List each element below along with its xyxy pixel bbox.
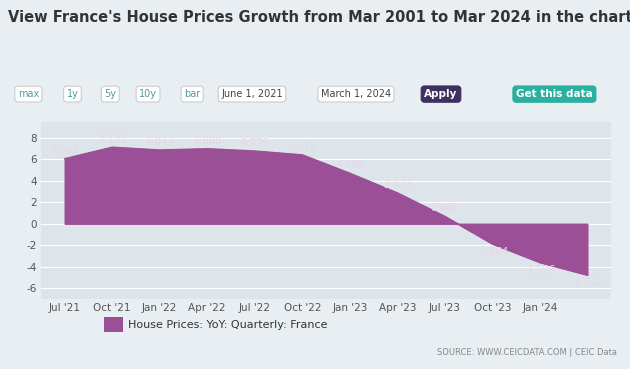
Text: 6.988: 6.988: [193, 136, 222, 146]
Text: 10y: 10y: [139, 89, 157, 99]
Text: SOURCE: WWW.CEICDATA.COM | CEIC Data: SOURCE: WWW.CEICDATA.COM | CEIC Data: [437, 348, 617, 357]
Text: max: max: [18, 89, 39, 99]
Text: March 1, 2024: March 1, 2024: [321, 89, 391, 99]
Text: 2.877: 2.877: [383, 180, 411, 190]
Bar: [104, 317, 123, 332]
Text: June 1, 2021: June 1, 2021: [221, 89, 283, 99]
Text: 6.418: 6.418: [288, 142, 316, 152]
Text: View France's House Prices Growth from Mar 2001 to Mar 2024 in the chart:: View France's House Prices Growth from M…: [8, 10, 630, 25]
Text: -1.864: -1.864: [476, 247, 508, 257]
Text: 1y: 1y: [67, 89, 78, 99]
Text: Get this data: Get this data: [516, 89, 593, 99]
Text: 0.688: 0.688: [431, 203, 459, 213]
Text: Apply: Apply: [425, 89, 457, 99]
Text: 6.873: 6.873: [146, 137, 174, 147]
Text: 6.776: 6.776: [241, 138, 269, 148]
Text: -3.596: -3.596: [524, 265, 556, 275]
Text: 6.061: 6.061: [50, 146, 79, 156]
Text: 4.706: 4.706: [336, 160, 364, 170]
Text: bar: bar: [184, 89, 200, 99]
Text: 5y: 5y: [104, 89, 117, 99]
Text: House Prices: YoY: Quarterly: France: House Prices: YoY: Quarterly: France: [127, 320, 327, 330]
Text: 7.131: 7.131: [98, 134, 127, 144]
Text: -4.762: -4.762: [571, 278, 604, 288]
